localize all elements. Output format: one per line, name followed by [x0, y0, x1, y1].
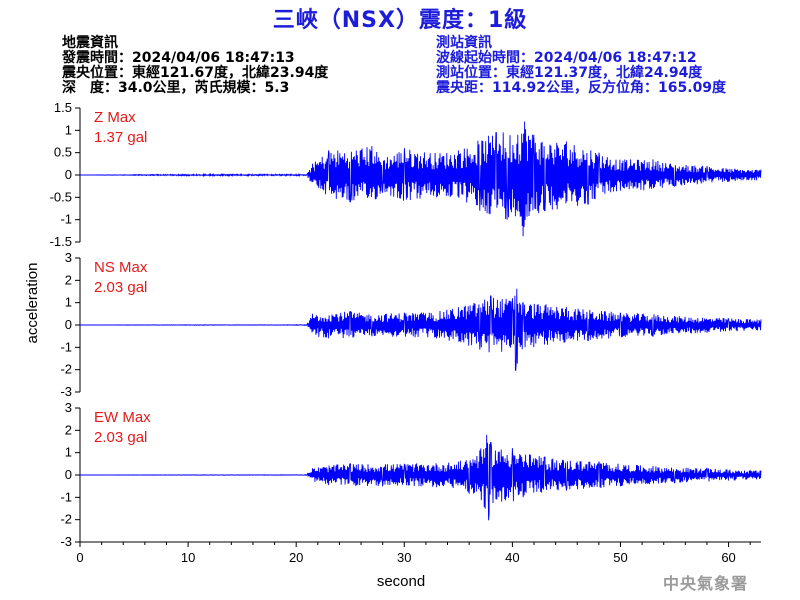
station-info-heading: 測站資訊	[436, 35, 492, 51]
panel-z: 1.5 1 0.5 0 -0.5 -1 -1.5 Z Max 1.37 gal	[50, 100, 762, 249]
y-tick-label: -1.5	[50, 234, 72, 249]
y-tick-label: 2	[65, 422, 72, 437]
max-label-title: Z Max	[94, 109, 136, 126]
y-tick-label: 1	[65, 295, 72, 310]
x-tick-label: 20	[289, 550, 303, 565]
station-location: 測站位置：東經121.37度，北緯24.94度	[436, 65, 703, 81]
y-tick-label: 1	[65, 122, 72, 137]
max-label-value: 1.37 gal	[94, 129, 147, 146]
page-title: 三峽（NSX）震度：1級	[272, 8, 528, 33]
station-info: 測站資訊 波線起始時間：2024/04/06 18:47:12 測站位置：東經1…	[436, 36, 726, 96]
y-tick-label: 0	[65, 467, 72, 482]
panel-ew: 3 2 1 0 -1 -2 -3 EW Max 2.03 gal	[60, 400, 762, 549]
y-tick-label: -2	[60, 512, 72, 527]
y-tick-label: 0.5	[54, 145, 72, 160]
y-tick-label: -1	[60, 339, 72, 354]
max-label-value: 2.03 gal	[94, 279, 147, 296]
x-tick-label: 30	[397, 550, 411, 565]
y-tick-label: -0.5	[50, 189, 72, 204]
x-axis-label: second	[377, 573, 425, 590]
max-label-title: EW Max	[94, 409, 151, 426]
x-tick-label: 60	[721, 550, 735, 565]
x-tick-label: 40	[505, 550, 519, 565]
y-tick-label: 1.5	[54, 100, 72, 115]
y-tick-label: 3	[65, 400, 72, 415]
distance-azimuth: 震央距：114.92公里，反方位角：165.09度	[436, 80, 727, 96]
wave-start-time: 波線起始時間：2024/04/06 18:47:12	[436, 50, 697, 66]
epicenter-location: 震央位置：東經121.67度，北緯23.94度	[62, 65, 329, 81]
ns-waveform	[80, 288, 762, 371]
y-tick-label: -1	[60, 212, 72, 227]
y-axis-label: acceleration	[24, 263, 41, 344]
max-label-value: 2.03 gal	[94, 429, 147, 446]
earthquake-info-heading: 地震資訊	[62, 35, 118, 51]
earthquake-info: 地震資訊 發震時間：2024/04/06 18:47:13 震央位置：東經121…	[62, 36, 328, 96]
x-tick-label: 10	[181, 550, 195, 565]
y-tick-label: 2	[65, 272, 72, 287]
x-axis: 0 10 20 30 40 50 60	[76, 541, 761, 565]
agency-footer: 中央氣象署	[662, 574, 748, 593]
origin-time: 發震時間：2024/04/06 18:47:13	[62, 50, 295, 66]
y-tick-label: 0	[65, 317, 72, 332]
ew-waveform	[80, 434, 762, 521]
depth-magnitude: 深 度：34.0公里，芮氏規模：5.3	[62, 80, 290, 96]
y-tick-label: 3	[65, 250, 72, 265]
y-tick-label: -3	[60, 384, 72, 399]
y-tick-label: 1	[65, 445, 72, 460]
max-label-title: NS Max	[94, 259, 148, 276]
x-tick-label: 50	[613, 550, 627, 565]
y-tick-label: 0	[65, 167, 72, 182]
y-tick-label: -1	[60, 489, 72, 504]
panel-ns: 3 2 1 0 -1 -2 -3 NS Max 2.03 gal	[60, 250, 762, 399]
z-waveform	[80, 121, 762, 237]
y-tick-label: -2	[60, 362, 72, 377]
y-tick-label: -3	[60, 534, 72, 549]
x-tick-label: 0	[76, 550, 83, 565]
